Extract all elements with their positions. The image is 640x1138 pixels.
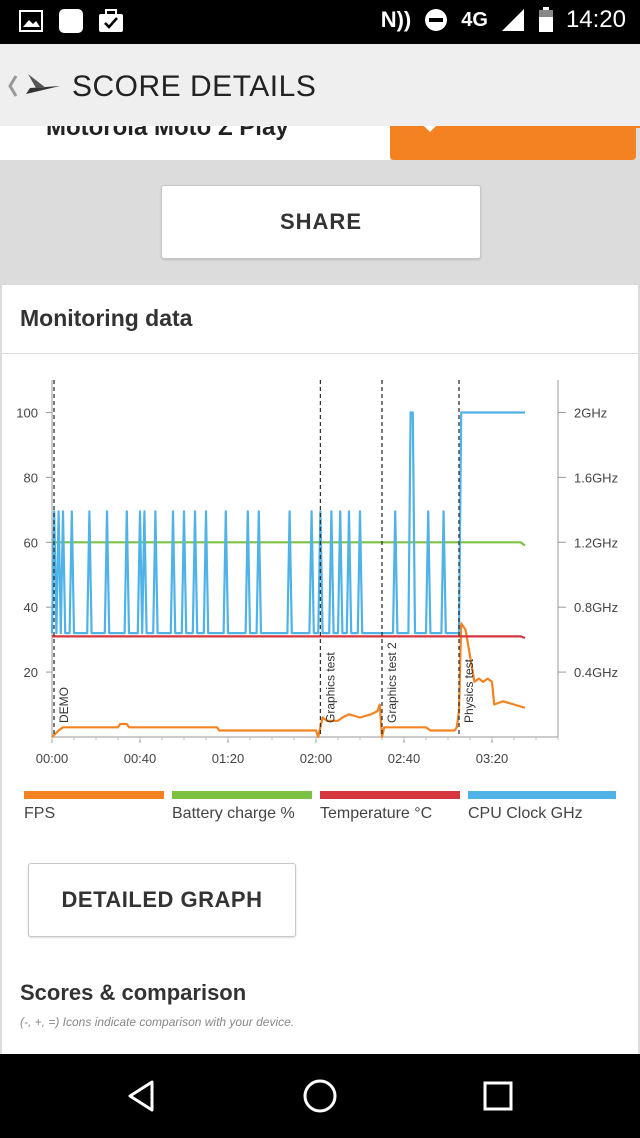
app-notification-icon <box>59 9 83 33</box>
y-tick-label-left: 100 <box>16 405 38 420</box>
test-marker-label: Graphics test 2 <box>385 642 399 723</box>
back-nav-icon[interactable] <box>122 1076 162 1116</box>
monitoring-chart[interactable]: 20 40 60 80 100 0.4GHz 0.8GHz 1.2GHz 1.6GHz 2GHz 0… <box>2 375 638 770</box>
y-tick-label-right: 0.4GHz <box>574 665 618 680</box>
status-bar: N)) 4G 14:20 <box>0 0 640 44</box>
detailed-graph-button[interactable]: DETAILED GRAPH <box>28 863 296 937</box>
legend-item-temperature: Temperature °C <box>320 791 460 823</box>
y-tick-label-right: 2GHz <box>574 405 607 420</box>
legend-swatch-temperature <box>320 791 460 799</box>
legend-item-fps: FPS <box>24 791 164 823</box>
x-tick-label: 02:40 <box>388 751 421 766</box>
nfc-icon: N)) <box>380 7 412 32</box>
y-tick-label-right: 0.8GHz <box>574 600 618 615</box>
recents-nav-icon[interactable] <box>478 1076 518 1116</box>
legend-swatch-cpu <box>468 791 616 799</box>
clock: 14:20 <box>565 6 626 33</box>
chart-legend: FPS Battery charge % Temperature °C CPU … <box>24 791 624 831</box>
y-tick-label-left: 40 <box>24 600 38 615</box>
divider <box>2 353 638 354</box>
x-tick-label: 01:20 <box>212 751 245 766</box>
y-tick-label-left: 80 <box>24 470 38 485</box>
test-marker-label: DEMO <box>57 687 71 723</box>
legend-label-cpu: CPU Clock GHz <box>468 805 583 822</box>
scores-title: Scores & comparison <box>20 980 247 1005</box>
series-line-0 <box>51 622 526 739</box>
app-bar: SCORE DETAILS <box>0 44 640 128</box>
home-nav-icon[interactable] <box>300 1076 340 1116</box>
scores-subtitle: (-, +, =) Icons indicate comparison with… <box>20 1015 295 1029</box>
system-icons: N)) 4G 14:20 <box>381 6 626 34</box>
device-dropdown-button[interactable] <box>390 126 636 160</box>
legend-label-temperature: Temperature °C <box>320 805 433 822</box>
back-logo-icon[interactable] <box>6 66 66 106</box>
task-notification-icon <box>99 9 123 32</box>
device-selector: Motorola Moto Z Play <box>0 126 640 162</box>
do-not-disturb-icon <box>425 9 448 31</box>
signal-icon <box>501 9 524 31</box>
navigation-bar <box>0 1054 640 1138</box>
caret-down-icon <box>424 126 436 132</box>
y-tick-label-right: 1.2GHz <box>574 535 618 550</box>
legend-swatch-battery <box>172 791 312 799</box>
x-tick-label: 02:00 <box>300 751 333 766</box>
device-name-field[interactable]: Motorola Moto Z Play <box>0 126 390 160</box>
monitoring-card: Monitoring data 20 40 60 80 100 0.4GHz 0.8GHz 1… <box>2 285 638 1055</box>
notification-icons <box>18 8 124 34</box>
legend-label-fps: FPS <box>24 805 56 822</box>
y-tick-label-right: 1.6GHz <box>574 470 618 485</box>
legend-label-battery: Battery charge % <box>172 805 295 822</box>
test-marker-label: Physics test <box>462 658 476 723</box>
x-tick-label: 03:20 <box>476 751 509 766</box>
series-line-3 <box>50 411 525 635</box>
x-tick-label: 00:40 <box>124 751 157 766</box>
y-tick-label-left: 60 <box>24 535 38 550</box>
series-line-2 <box>52 635 526 640</box>
legend-swatch-fps <box>24 791 164 799</box>
x-tick-label: 00:00 <box>36 751 69 766</box>
y-tick-label-left: 20 <box>24 665 38 680</box>
battery-icon <box>538 7 553 32</box>
test-marker-label: Graphics test <box>323 652 337 723</box>
device-name: Motorola Moto Z Play <box>46 126 289 141</box>
legend-item-cpu: CPU Clock GHz <box>468 791 616 823</box>
legend-item-battery: Battery charge % <box>172 791 312 823</box>
monitoring-title: Monitoring data <box>20 305 193 331</box>
gallery-icon <box>19 10 43 32</box>
share-button[interactable]: SHARE <box>161 185 481 259</box>
network-type: 4G <box>461 8 488 31</box>
page-title: SCORE DETAILS <box>72 70 317 103</box>
